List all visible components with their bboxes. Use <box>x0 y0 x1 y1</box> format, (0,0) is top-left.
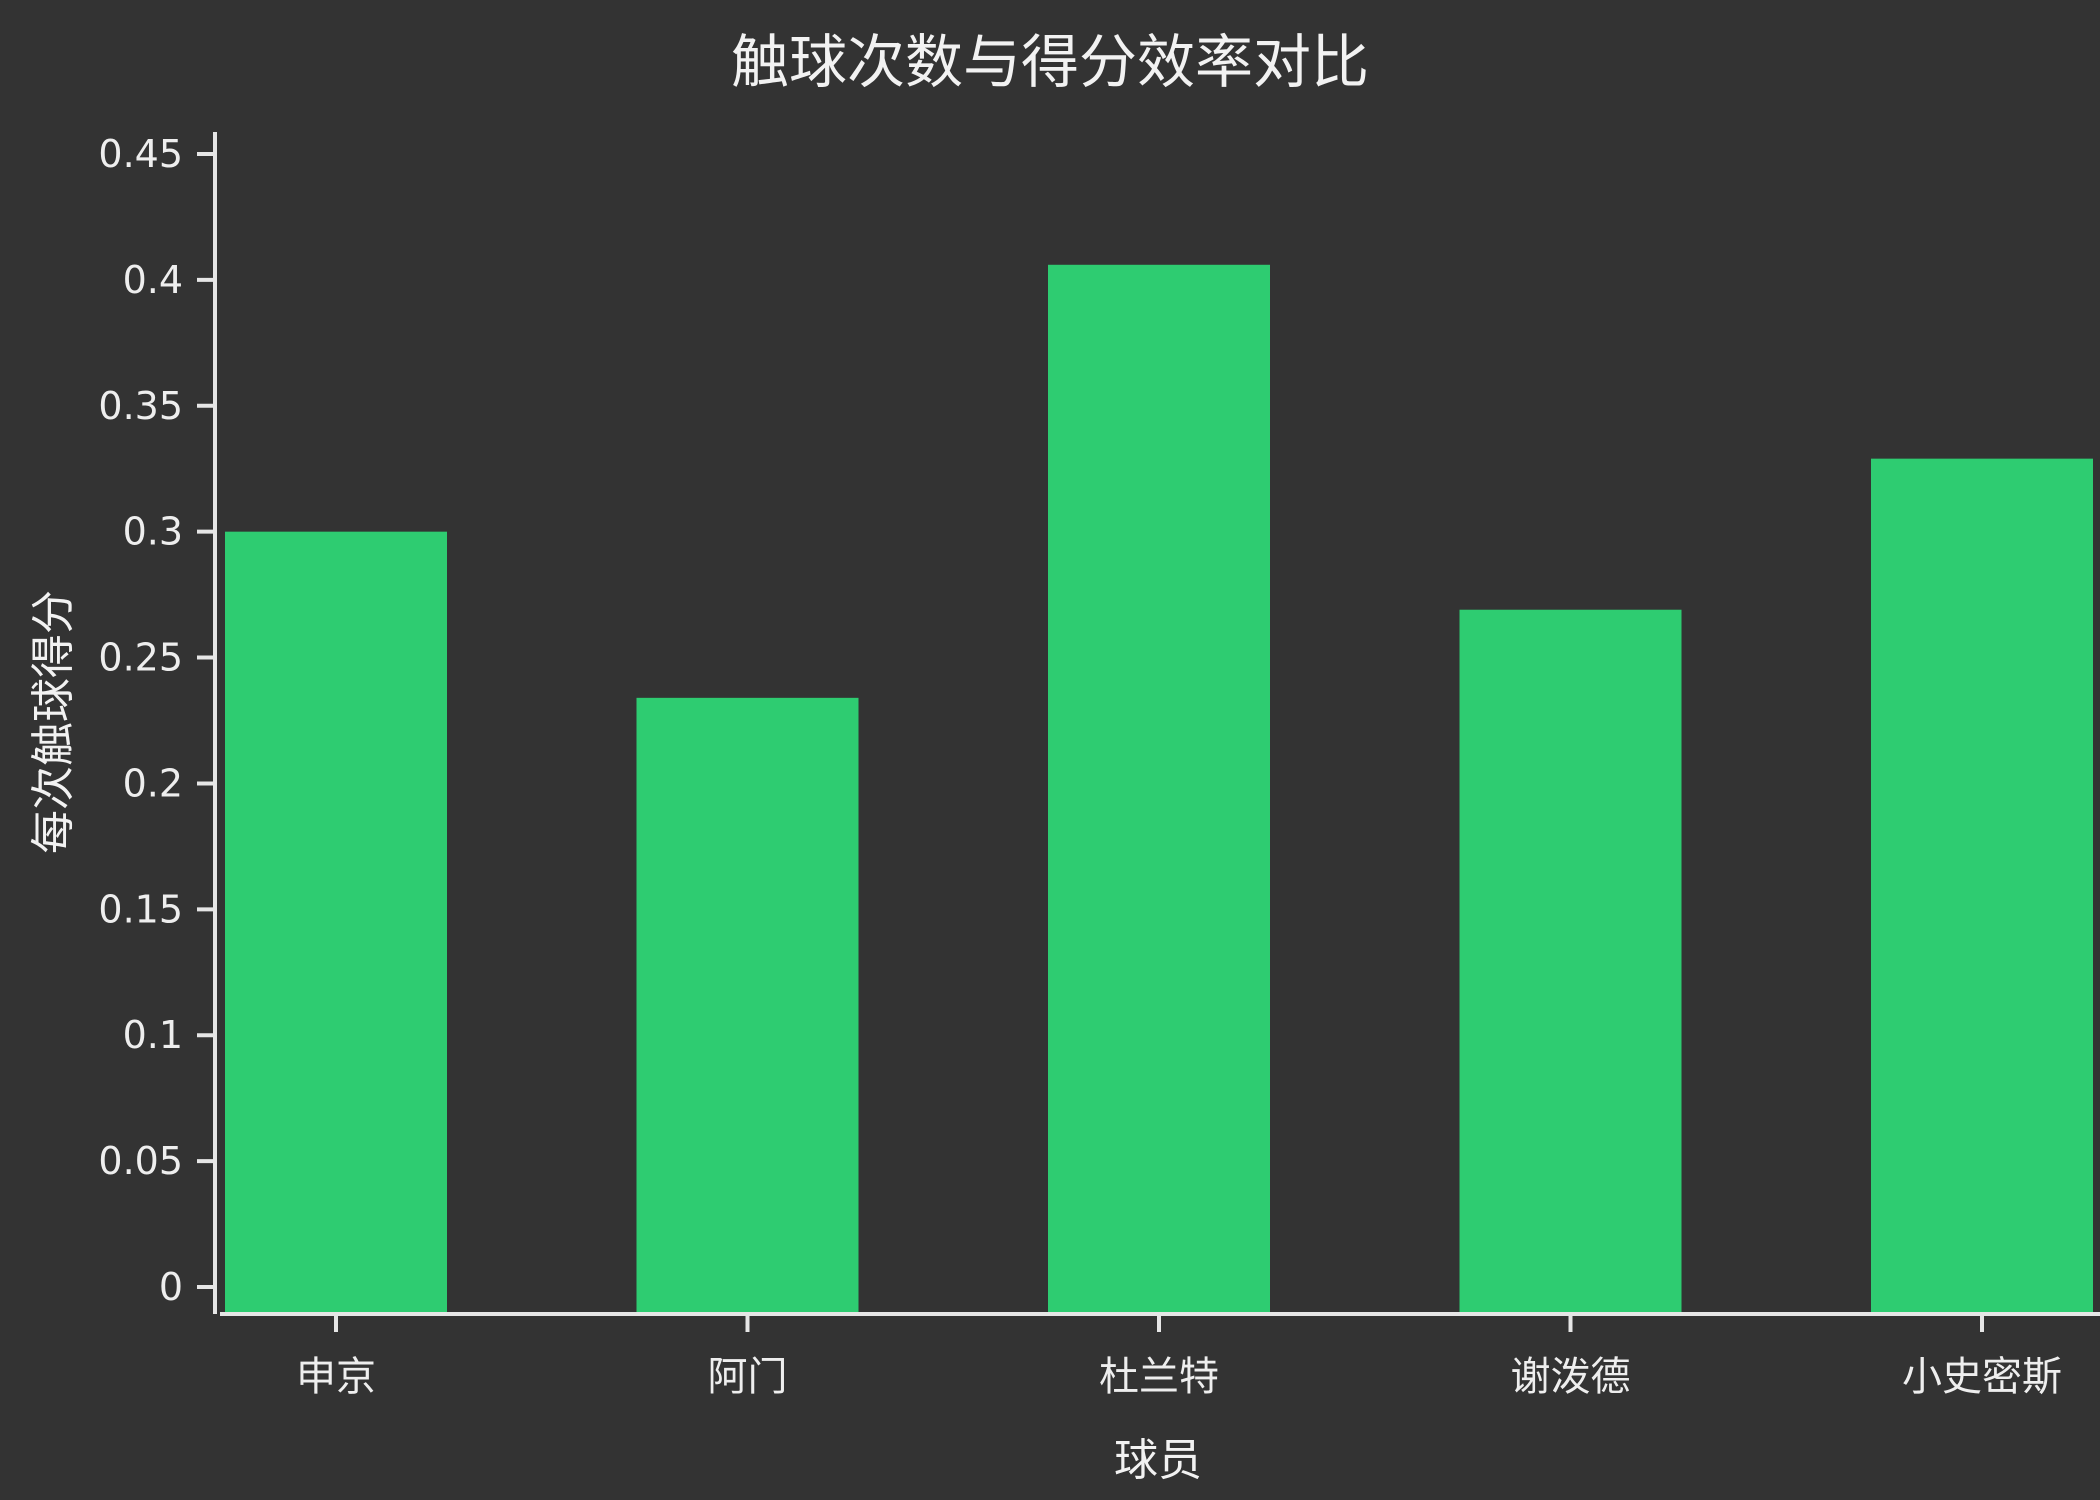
bar-2 <box>1048 264 1270 1313</box>
y-tick-label-1: 0.05 <box>98 1139 183 1183</box>
bars <box>225 264 2093 1313</box>
x-axis-label: 球员 <box>1114 1435 1202 1486</box>
x-tick-label-3: 谢泼德 <box>1511 1354 1631 1400</box>
y-axis-ticks: 0 0.05 0.1 0.15 0.2 0.25 0.3 0.35 0.4 0.45 <box>98 132 215 1309</box>
y-tick-label-3: 0.15 <box>98 887 183 931</box>
x-tick-label-2: 杜兰特 <box>1099 1354 1219 1400</box>
y-axis-label: 每次触球得分 <box>28 590 79 854</box>
y-tick-label-7: 0.35 <box>98 384 183 428</box>
chart-title: 触球次数与得分效率对比 <box>731 28 1369 96</box>
y-tick-label-6: 0.3 <box>123 510 183 554</box>
y-tick-label-5: 0.25 <box>98 636 183 680</box>
y-tick-label-4: 0.2 <box>123 761 183 805</box>
y-tick-label-2: 0.1 <box>123 1013 183 1057</box>
y-tick-label-0: 0 <box>159 1265 183 1309</box>
x-tick-label-0: 申京 <box>296 1354 376 1400</box>
bar-3 <box>1459 609 1682 1313</box>
x-tick-label-1: 阿门 <box>708 1354 788 1400</box>
plot-area: 0 0.05 0.1 0.15 0.2 0.25 0.3 0.35 0.4 0.45 申京 阿门 杜兰… <box>98 132 2100 1400</box>
bar-4 <box>1871 458 2093 1313</box>
x-tick-label-4: 小史密斯 <box>1902 1354 2062 1400</box>
y-tick-label-9: 0.45 <box>98 132 183 176</box>
bar-1 <box>636 697 859 1313</box>
bar-0 <box>225 531 447 1313</box>
x-axis-ticks: 申京 阿门 杜兰特 谢泼德 小史密斯 <box>296 1314 2062 1400</box>
y-tick-label-8: 0.4 <box>123 258 183 302</box>
